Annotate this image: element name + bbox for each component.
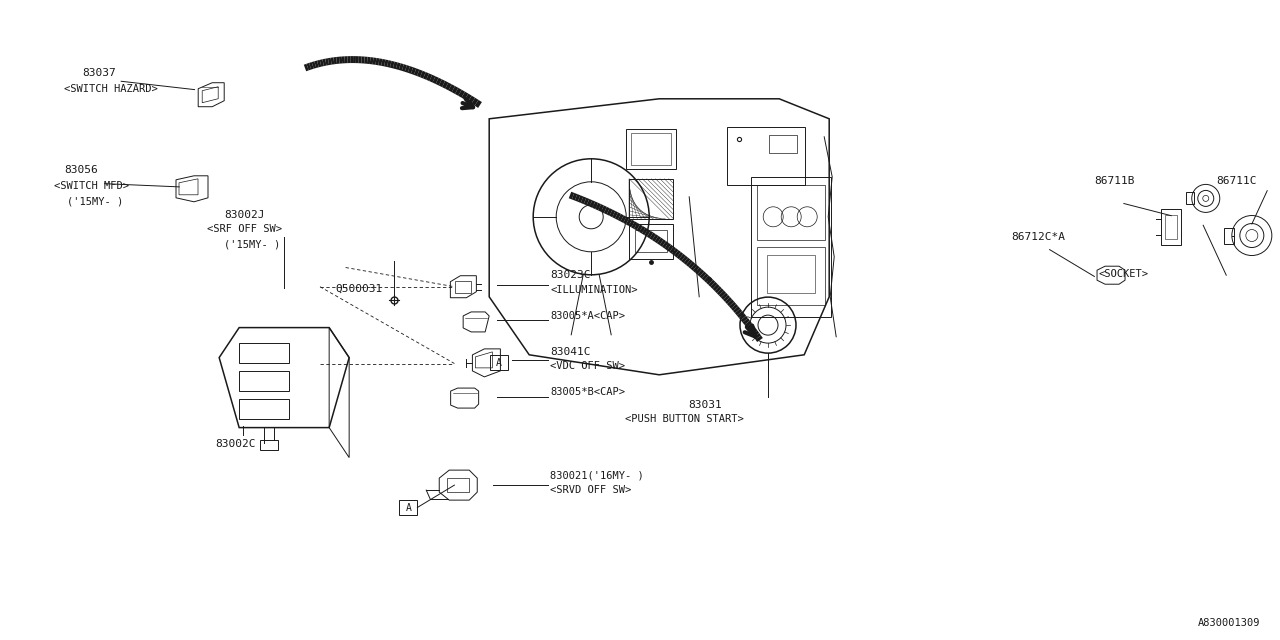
Bar — [1165, 215, 1178, 239]
Bar — [239, 371, 289, 390]
Bar — [767, 255, 815, 293]
Bar — [1224, 227, 1234, 243]
Text: 86712C*A: 86712C*A — [1011, 232, 1065, 242]
Text: <PUSH BUTTON START>: <PUSH BUTTON START> — [625, 415, 744, 424]
Bar — [1185, 193, 1194, 204]
Bar — [399, 500, 417, 515]
Bar — [630, 179, 673, 219]
Bar — [758, 247, 826, 305]
Text: 83041C: 83041C — [550, 347, 591, 357]
Text: A830001309: A830001309 — [1198, 618, 1261, 628]
Text: ('15MY- ): ('15MY- ) — [67, 197, 123, 207]
Bar — [631, 133, 671, 164]
Text: 830021('16MY- ): 830021('16MY- ) — [550, 471, 644, 481]
Text: 86711C: 86711C — [1216, 176, 1257, 186]
Bar — [727, 127, 805, 185]
Text: A: A — [406, 503, 411, 513]
Bar — [490, 355, 508, 370]
Text: 83031: 83031 — [689, 401, 722, 410]
Bar — [635, 230, 667, 252]
Text: 83005*A<CAP>: 83005*A<CAP> — [550, 311, 626, 321]
Text: Q500031: Q500031 — [335, 284, 383, 294]
Text: <SOCKET>: <SOCKET> — [1098, 269, 1148, 279]
Text: <SRVD OFF SW>: <SRVD OFF SW> — [550, 485, 631, 495]
Bar — [1161, 209, 1181, 245]
Bar — [239, 342, 289, 363]
Text: <ILLUMINATION>: <ILLUMINATION> — [550, 285, 637, 295]
Text: 83002C: 83002C — [215, 439, 256, 449]
Text: <VDC OFF SW>: <VDC OFF SW> — [550, 361, 626, 371]
Text: <SWITCH MFD>: <SWITCH MFD> — [54, 182, 129, 191]
Text: <SWITCH HAZARD>: <SWITCH HAZARD> — [64, 83, 157, 93]
Text: 86711B: 86711B — [1094, 176, 1135, 186]
Text: 83037: 83037 — [82, 67, 115, 77]
Bar — [769, 135, 797, 153]
Bar — [456, 281, 471, 292]
Text: ('15MY- ): ('15MY- ) — [224, 239, 280, 250]
Bar — [447, 478, 470, 492]
Text: A: A — [497, 358, 502, 368]
Text: 83002J: 83002J — [224, 210, 265, 220]
Text: 83005*B<CAP>: 83005*B<CAP> — [550, 387, 626, 397]
Bar — [751, 177, 831, 317]
Bar — [630, 224, 673, 259]
Text: 83023C: 83023C — [550, 270, 591, 280]
Text: 83056: 83056 — [64, 164, 97, 175]
Bar — [758, 185, 826, 240]
Bar — [239, 399, 289, 419]
Bar — [260, 440, 278, 449]
Text: <SRF OFF SW>: <SRF OFF SW> — [207, 224, 283, 234]
Bar — [626, 129, 676, 169]
